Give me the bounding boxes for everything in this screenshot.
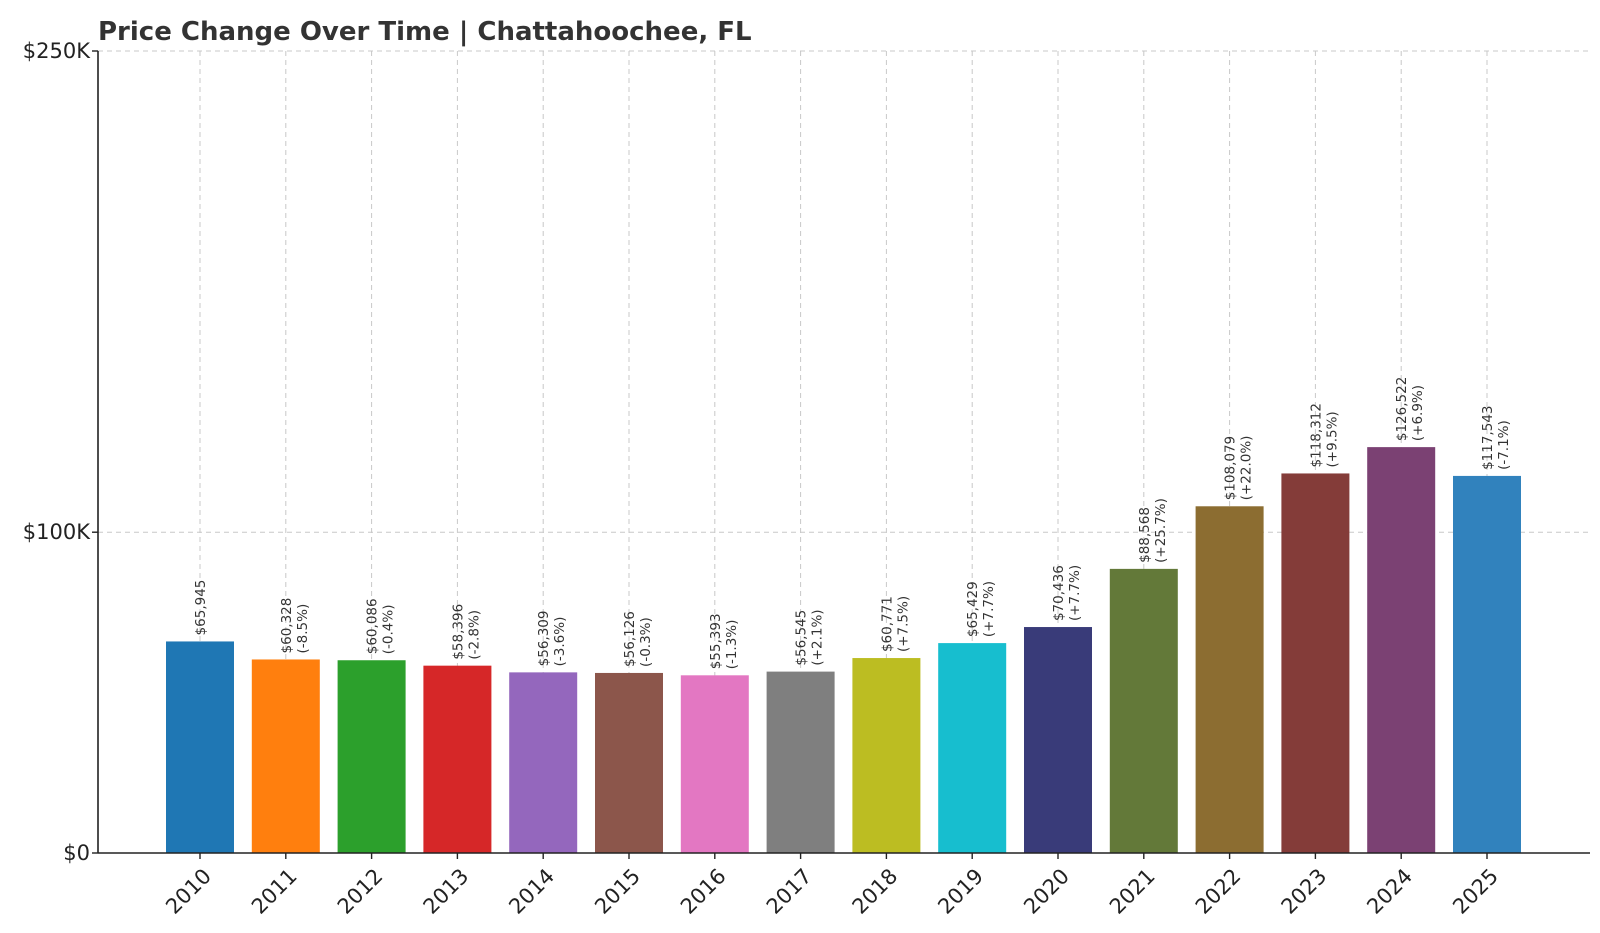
x-tick-label: 2021 — [1105, 864, 1160, 919]
x-tick-label: 2018 — [848, 864, 903, 919]
data-label-value: $118,312 — [1308, 403, 1324, 467]
data-label-layer: $65,945 $60,328 (-8.5%) $60,086 (-0.4%) $58,3… — [193, 377, 1512, 670]
data-label-value: $88,568 — [1137, 507, 1153, 563]
x-tick-label: 2023 — [1277, 864, 1332, 919]
data-label-change: (+6.9%) — [1410, 385, 1426, 441]
x-tick-label: 2014 — [504, 864, 559, 919]
x-tick-label: 2011 — [247, 864, 302, 919]
bar-2017 — [766, 671, 835, 853]
data-label-change: (+9.5%) — [1324, 411, 1340, 467]
data-label-value: $56,545 — [794, 610, 810, 666]
bar-layer — [166, 447, 1521, 853]
data-label-change: (+25.7%) — [1153, 498, 1169, 563]
data-label-change: (+22.0%) — [1239, 436, 1255, 501]
data-label-value: $108,079 — [1223, 436, 1239, 500]
x-tick-label: 2025 — [1448, 864, 1503, 919]
x-tick-label: 2013 — [419, 864, 474, 919]
y-tick-label: $0 — [63, 841, 90, 865]
data-label-value: $65,945 — [193, 580, 209, 636]
data-label-change: (-1.3%) — [724, 620, 740, 670]
data-label-value: $65,429 — [965, 581, 981, 637]
bar-2022 — [1195, 506, 1264, 853]
bar-2018 — [852, 658, 921, 853]
bar-2021 — [1109, 568, 1178, 853]
data-label-change: (+7.7%) — [981, 581, 997, 637]
x-tick-label: 2010 — [161, 864, 216, 919]
bar-2025 — [1453, 475, 1521, 853]
data-label-value: $60,086 — [365, 598, 381, 654]
x-tick-label: 2020 — [1019, 864, 1074, 919]
data-label-value: $126,522 — [1394, 377, 1410, 441]
data-label-change: (-8.5%) — [295, 604, 311, 654]
data-label-change: (-2.8%) — [466, 610, 482, 660]
data-label-change: (+7.7%) — [1067, 565, 1083, 621]
bar-2024 — [1367, 447, 1436, 853]
x-tick-label: 2016 — [676, 864, 731, 919]
x-tick-label: 2019 — [933, 864, 988, 919]
data-label-value: $58,396 — [450, 604, 466, 660]
bar-2023 — [1281, 473, 1350, 853]
x-tick-label: 2022 — [1191, 864, 1246, 919]
y-tick-label: $100K — [23, 520, 91, 544]
data-label-value: $117,543 — [1480, 406, 1496, 470]
data-label-change: (-0.4%) — [381, 605, 397, 655]
x-tick-label: 2017 — [762, 864, 817, 919]
bar-2010 — [166, 641, 234, 853]
bar-2019 — [938, 643, 1007, 853]
data-label-change: (+7.5%) — [895, 596, 911, 652]
x-tick-label: 2012 — [333, 864, 388, 919]
bar-2011 — [251, 659, 320, 853]
data-label-change: (-3.6%) — [552, 617, 568, 667]
data-label-value: $56,309 — [536, 611, 552, 667]
data-label-value: $56,126 — [622, 611, 638, 667]
chart-title: Price Change Over Time | Chattahoochee, … — [98, 17, 752, 47]
x-tick-label: 2024 — [1362, 864, 1417, 919]
data-label-value: $60,328 — [279, 598, 295, 654]
data-label-value: $55,393 — [708, 613, 724, 669]
y-tick-label: $250K — [23, 39, 91, 63]
data-label-change: (-7.1%) — [1496, 420, 1512, 470]
bar-2020 — [1024, 627, 1092, 853]
bar-2012 — [337, 660, 406, 853]
data-label-change: (+2.1%) — [810, 609, 826, 665]
data-label-value: $60,771 — [879, 596, 895, 652]
bar-2016 — [680, 675, 749, 853]
bar-2013 — [423, 665, 492, 853]
bar-2015 — [595, 672, 663, 853]
grid-layer — [98, 50, 1590, 853]
bar-2014 — [509, 672, 578, 853]
data-label-change: (-0.3%) — [638, 617, 654, 667]
x-tick-label: 2015 — [590, 864, 645, 919]
data-label-value: $70,436 — [1051, 565, 1067, 621]
